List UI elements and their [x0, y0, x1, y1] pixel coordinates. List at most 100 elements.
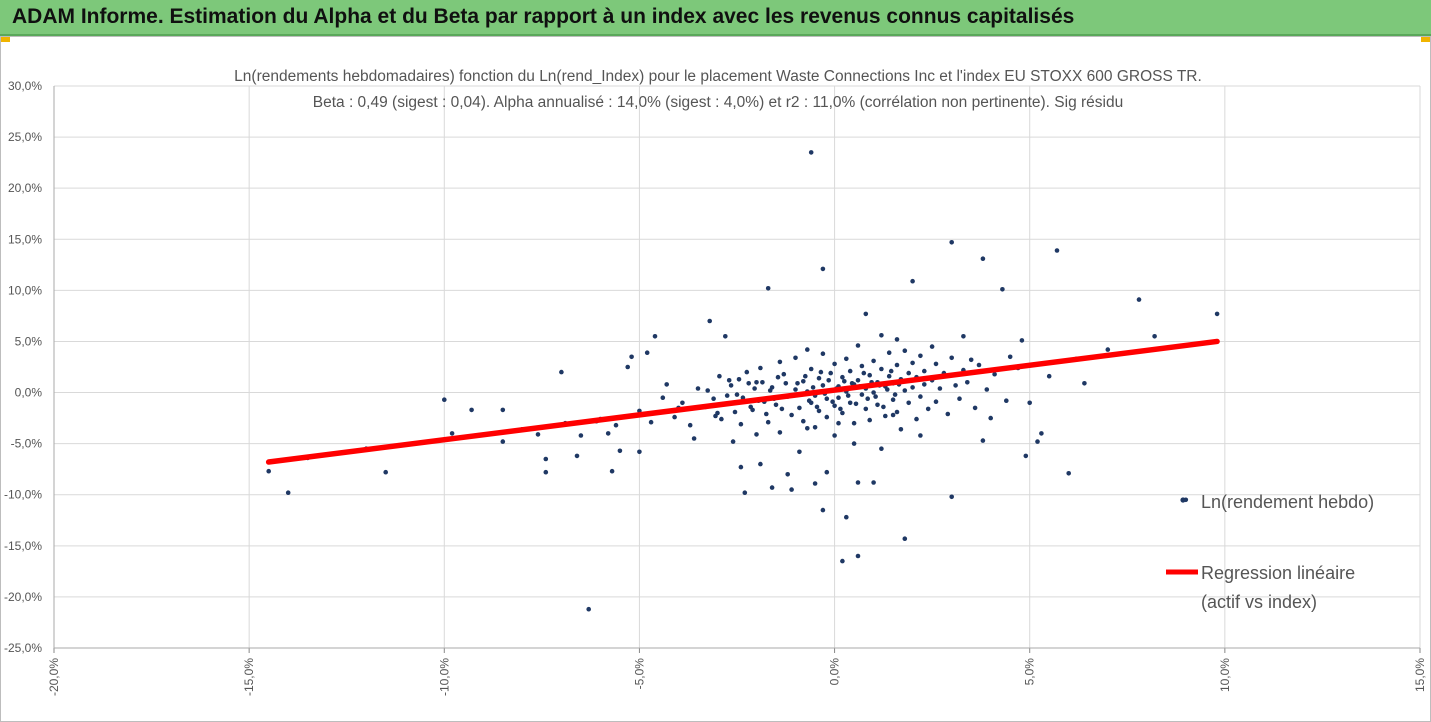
- scatter-point: [609, 468, 615, 474]
- scatter-point: [828, 370, 833, 376]
- regression-layer: [265, 338, 1220, 465]
- scatter-point: [945, 411, 951, 417]
- scatter-point: [613, 422, 619, 428]
- scatter-point: [724, 393, 730, 398]
- scatter-point: [855, 480, 861, 485]
- scatter-point: [765, 419, 771, 425]
- scatter-point: [795, 381, 800, 386]
- scatter-point: [285, 490, 291, 496]
- scatter-point: [838, 406, 843, 412]
- scatter-point: [832, 361, 837, 367]
- scatter-point: [801, 379, 806, 384]
- scatter-point: [883, 413, 888, 419]
- scatter-point: [867, 417, 872, 423]
- scatter-point: [543, 456, 549, 462]
- scatter-point: [949, 355, 954, 361]
- scatter-point: [758, 365, 763, 371]
- scatter-point: [879, 366, 884, 372]
- scatter-point: [605, 431, 611, 436]
- scatter-point: [918, 394, 923, 399]
- x-tick-label: -10,0%: [437, 658, 451, 696]
- scatter-point: [785, 472, 790, 477]
- scatter-point: [937, 386, 943, 391]
- scatter-point: [820, 507, 826, 513]
- scatter-point: [779, 406, 785, 412]
- scatter-point: [754, 380, 759, 385]
- scatter-point: [859, 392, 865, 397]
- scatter-point: [871, 480, 876, 485]
- scatter-point: [705, 388, 710, 393]
- scatter-point: [859, 363, 865, 369]
- scatter-point: [1066, 471, 1071, 476]
- x-tick-label: -5,0%: [632, 658, 646, 690]
- scatter-point: [830, 399, 835, 405]
- scatter-point: [648, 419, 654, 425]
- legend: Ln(rendement hebdo) Regression linéaire …: [1166, 492, 1374, 612]
- scatter-point: [836, 420, 841, 426]
- scatter-point: [812, 481, 818, 486]
- scatter-point: [805, 426, 810, 431]
- legend-regression-label-line2: (actif vs index): [1201, 592, 1317, 612]
- scatter-point: [383, 469, 389, 475]
- y-tick-label: -25,0%: [4, 641, 42, 655]
- scatter-point: [957, 396, 962, 402]
- scatter-point: [855, 343, 861, 348]
- scatter-point: [1054, 248, 1060, 253]
- scatter-point: [840, 410, 845, 416]
- scatter-point: [816, 375, 822, 381]
- scatter-point: [738, 464, 744, 470]
- scatter-point: [803, 373, 808, 379]
- chart-title-line2: Beta : 0,49 (sigest : 0,04). Alpha annua…: [313, 94, 1123, 111]
- scatter-point: [793, 387, 798, 392]
- scatter-point: [855, 553, 861, 559]
- scatter-point: [832, 403, 837, 409]
- scatter-point: [810, 385, 816, 390]
- scatter-point: [933, 399, 939, 405]
- scatter-point: [812, 425, 818, 430]
- scatter-point: [885, 387, 890, 392]
- scatter-point: [738, 421, 744, 427]
- scatter-point: [871, 358, 876, 364]
- scatter-point: [535, 432, 541, 437]
- scatter-point: [719, 416, 724, 422]
- scatter-point: [617, 448, 623, 454]
- y-tick-label: 0,0%: [15, 386, 43, 400]
- scatter-point: [824, 469, 830, 475]
- scatter-point: [849, 381, 855, 386]
- legend-scatter-label: Ln(rendement hebdo): [1201, 492, 1374, 512]
- scatter-point: [752, 386, 757, 391]
- scatter-point: [842, 379, 847, 384]
- scatter-point: [742, 490, 748, 496]
- scatter-point: [732, 409, 738, 415]
- scatter-point: [949, 240, 954, 245]
- legend-regression-label-line1: Regression linéaire: [1201, 563, 1355, 583]
- scatter-point: [695, 386, 701, 391]
- scatter-point: [625, 364, 630, 370]
- scatter-point: [773, 402, 779, 408]
- scatter-point: [765, 286, 771, 291]
- scatter-point: [500, 407, 506, 413]
- scatter-point: [879, 333, 884, 338]
- legend-scatter-marker: [1180, 497, 1186, 503]
- scatter-point: [652, 334, 658, 339]
- scatter-point: [925, 406, 931, 412]
- scatter-point: [922, 368, 927, 374]
- scatter-point: [805, 347, 810, 352]
- scatter-point: [922, 382, 927, 387]
- scatter-point: [266, 468, 272, 474]
- scatter-point: [1027, 400, 1032, 406]
- report-banner: ADAM Informe. Estimation du Alpha et du …: [0, 0, 1431, 36]
- scatter-point: [961, 334, 966, 339]
- scatter-point: [898, 427, 904, 432]
- scatter-point: [875, 402, 880, 408]
- scatter-point: [902, 348, 908, 354]
- scatter-point: [861, 370, 867, 376]
- scatter-point: [789, 487, 794, 492]
- scatter-point: [933, 361, 939, 367]
- y-tick-label: 10,0%: [8, 283, 42, 297]
- scatter-point: [1214, 311, 1220, 317]
- y-tick-label: 20,0%: [8, 181, 42, 195]
- scatter-point: [644, 350, 650, 356]
- scatter-point: [840, 558, 845, 564]
- scatter-point: [777, 430, 783, 435]
